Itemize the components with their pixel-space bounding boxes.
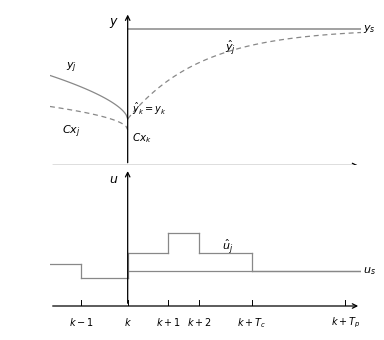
Text: $y_j$: $y_j$ [66,61,77,75]
Text: $Cx_k$: $Cx_k$ [132,131,152,145]
Text: $\hat{y}_j$: $\hat{y}_j$ [225,38,236,57]
Text: $u$: $u$ [109,172,118,186]
Text: $\hat{u}_j$: $\hat{u}_j$ [222,238,233,256]
Text: $k+T_c$: $k+T_c$ [237,316,267,330]
Text: $k$: $k$ [124,316,132,328]
Text: $y$: $y$ [109,16,118,30]
Text: $u_s$: $u_s$ [362,265,376,277]
Text: $Cx_j$: $Cx_j$ [63,123,81,140]
Text: $k-1$: $k-1$ [69,316,93,328]
Text: $k+1$: $k+1$ [156,316,180,328]
Text: $k+T_p$: $k+T_p$ [331,316,360,330]
Text: $y_s$: $y_s$ [362,23,375,35]
Text: $\hat{y}_k = y_k$: $\hat{y}_k = y_k$ [132,101,167,117]
Text: $k+2$: $k+2$ [187,316,212,328]
